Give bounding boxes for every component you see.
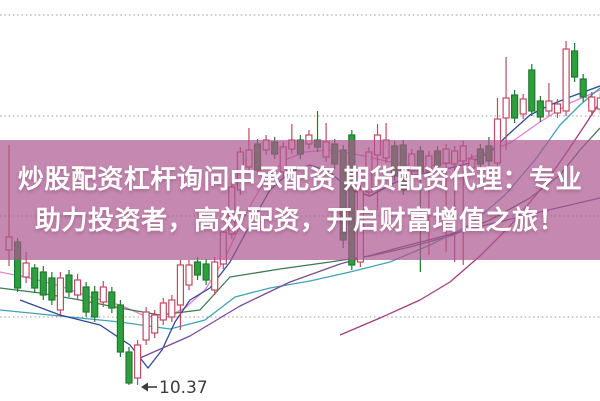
promo-banner: 炒股配资杠杆询问中承配资 期货配资代理：专业 助力投资者，高效配资，开启财富增值… [0, 140, 600, 260]
low-price-label: 10.37 [159, 378, 208, 398]
low-price-annotation: 10.37 [141, 378, 208, 398]
promo-line-1: 炒股配资杠杆询问中承配资 期货配资代理：专业 [17, 164, 583, 195]
promo-line-2: 助力投资者，高效配资，开启财富增值之旅！ [34, 204, 565, 235]
